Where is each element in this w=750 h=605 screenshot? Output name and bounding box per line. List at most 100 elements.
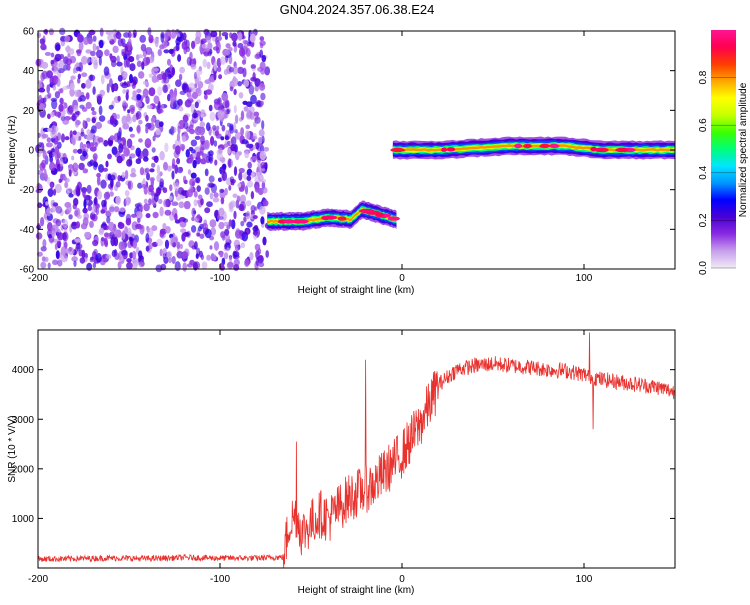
noise-speckle bbox=[252, 144, 256, 150]
noise-speckle bbox=[259, 36, 265, 42]
colorbar-ticks: 0.0 0.2 0.4 0.6 0.8 bbox=[698, 70, 736, 275]
noise-speckle bbox=[98, 105, 103, 116]
noise-speckle bbox=[232, 66, 239, 75]
noise-speckle bbox=[224, 187, 228, 196]
noise-speckle bbox=[95, 121, 103, 130]
x-tick-label: 0 bbox=[399, 273, 405, 284]
noise-speckle bbox=[204, 168, 209, 177]
signal-peak bbox=[387, 216, 400, 221]
noise-speckle bbox=[52, 84, 57, 91]
noise-speckle bbox=[216, 152, 224, 161]
noise-speckle bbox=[120, 66, 124, 75]
noise-speckle bbox=[96, 172, 101, 178]
y-tick-label: 1000 bbox=[12, 514, 35, 525]
noise-speckle bbox=[146, 104, 153, 109]
noise-speckle bbox=[179, 143, 186, 151]
noise-speckle bbox=[237, 183, 242, 188]
noise-speckle bbox=[258, 129, 265, 137]
noise-speckle bbox=[159, 150, 165, 161]
noise-speckle bbox=[166, 58, 172, 66]
noise-speckle bbox=[254, 185, 260, 193]
noise-speckle bbox=[220, 197, 225, 205]
noise-speckle bbox=[91, 117, 97, 124]
noise-speckle bbox=[38, 94, 42, 102]
noise-speckle bbox=[136, 125, 141, 133]
noise-speckle bbox=[132, 114, 137, 123]
noise-speckle bbox=[93, 198, 97, 205]
x-tick-label: 100 bbox=[576, 574, 593, 585]
noise-speckle bbox=[75, 243, 83, 250]
noise-speckle bbox=[83, 36, 89, 46]
noise-speckle bbox=[164, 239, 170, 249]
noise-speckle bbox=[170, 125, 175, 136]
noise-speckle bbox=[117, 74, 123, 82]
noise-speckle bbox=[254, 142, 260, 150]
noise-speckle bbox=[91, 110, 97, 116]
noise-speckle bbox=[254, 53, 261, 60]
noise-speckle bbox=[205, 89, 213, 95]
noise-speckle bbox=[195, 253, 199, 259]
noise-speckle bbox=[240, 110, 245, 121]
noise-speckle bbox=[174, 164, 178, 174]
noise-speckle bbox=[209, 111, 216, 122]
snr-plot-area bbox=[38, 330, 675, 568]
noise-speckle bbox=[158, 198, 163, 205]
noise-speckle bbox=[71, 221, 77, 227]
noise-speckle bbox=[114, 119, 119, 126]
noise-speckle bbox=[194, 177, 200, 184]
noise-speckle bbox=[157, 185, 165, 191]
noise-speckle bbox=[164, 142, 169, 153]
noise-speckle bbox=[90, 50, 96, 57]
noise-speckle bbox=[214, 159, 218, 166]
noise-speckle bbox=[254, 243, 261, 251]
noise-speckle bbox=[152, 135, 156, 142]
noise-speckle bbox=[65, 58, 73, 66]
noise-speckle bbox=[92, 262, 97, 269]
noise-speckle bbox=[213, 71, 217, 81]
noise-speckle bbox=[73, 197, 79, 206]
noise-speckle bbox=[109, 191, 114, 197]
noise-speckle bbox=[171, 170, 175, 180]
noise-speckle bbox=[230, 181, 235, 186]
noise-speckle bbox=[99, 227, 105, 234]
noise-speckle bbox=[259, 150, 267, 161]
noise-speckle bbox=[40, 72, 45, 81]
noise-speckle bbox=[190, 63, 197, 70]
noise-speckle bbox=[86, 262, 93, 271]
noise-speckle bbox=[121, 51, 127, 57]
noise-speckle bbox=[104, 232, 109, 238]
noise-speckle bbox=[217, 215, 221, 220]
noise-speckle bbox=[259, 82, 266, 91]
noise-speckle bbox=[43, 168, 47, 178]
noise-speckle bbox=[178, 73, 183, 81]
noise-speckle bbox=[117, 261, 122, 269]
noise-speckle bbox=[62, 219, 69, 229]
y-tick-label: 60 bbox=[23, 27, 35, 38]
noise-speckle bbox=[246, 221, 253, 228]
noise-speckle bbox=[55, 44, 61, 51]
noise-speckle bbox=[187, 169, 192, 175]
noise-speckle bbox=[126, 159, 133, 167]
noise-speckle bbox=[167, 73, 172, 80]
noise-speckle bbox=[171, 66, 176, 76]
noise-speckle bbox=[42, 134, 49, 139]
noise-speckle bbox=[238, 171, 243, 181]
noise-speckle bbox=[200, 135, 205, 145]
noise-speckle bbox=[190, 139, 198, 147]
noise-speckle bbox=[238, 151, 242, 156]
noise-speckle bbox=[116, 113, 121, 120]
noise-speckle bbox=[233, 210, 237, 220]
noise-speckle bbox=[72, 67, 76, 74]
noise-speckle bbox=[57, 141, 62, 149]
noise-speckle bbox=[245, 47, 251, 57]
noise-speckle bbox=[228, 47, 233, 52]
noise-speckle bbox=[75, 221, 81, 229]
noise-speckle bbox=[127, 31, 132, 39]
noise-speckle bbox=[221, 92, 229, 102]
noise-speckle bbox=[55, 250, 60, 260]
noise-speckle bbox=[254, 78, 261, 87]
snr-frame bbox=[37, 329, 676, 569]
noise-speckle bbox=[191, 112, 199, 119]
noise-speckle bbox=[151, 75, 158, 83]
